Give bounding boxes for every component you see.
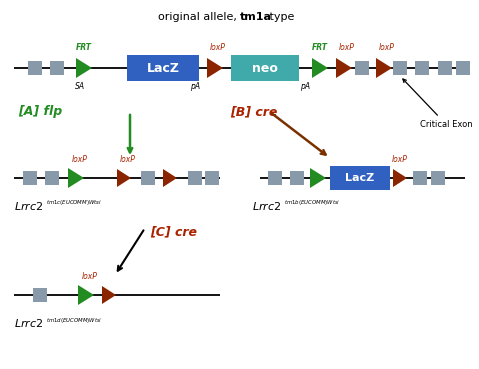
Bar bbox=[127, 55, 199, 81]
Bar bbox=[23, 171, 37, 185]
Polygon shape bbox=[393, 169, 407, 187]
Bar bbox=[231, 55, 299, 81]
Text: [B] cre: [B] cre bbox=[230, 105, 277, 118]
Text: $^{tm1b(EUCOMM)Wtsi}$: $^{tm1b(EUCOMM)Wtsi}$ bbox=[284, 200, 341, 209]
Text: pA: pA bbox=[300, 82, 310, 91]
Text: loxP: loxP bbox=[72, 155, 88, 164]
Text: $^{tm1d(EUCOMM)Wtsi}$: $^{tm1d(EUCOMM)Wtsi}$ bbox=[46, 317, 103, 326]
Bar bbox=[413, 171, 427, 185]
Text: FRT: FRT bbox=[76, 43, 92, 52]
Text: tm1a: tm1a bbox=[240, 12, 272, 22]
Text: $\it{Lrrc2}$: $\it{Lrrc2}$ bbox=[14, 317, 44, 329]
Bar bbox=[141, 171, 155, 185]
Bar bbox=[431, 171, 445, 185]
Text: type: type bbox=[266, 12, 295, 22]
Bar bbox=[45, 171, 59, 185]
Polygon shape bbox=[163, 169, 177, 187]
Bar bbox=[355, 61, 369, 75]
Text: loxP: loxP bbox=[392, 155, 408, 164]
Text: $^{tm1c(EUCOMM)Wtsi}$: $^{tm1c(EUCOMM)Wtsi}$ bbox=[46, 200, 102, 209]
Bar bbox=[330, 166, 390, 190]
Bar bbox=[268, 171, 282, 185]
Bar bbox=[33, 288, 47, 302]
Polygon shape bbox=[76, 58, 92, 78]
Text: LacZ: LacZ bbox=[147, 62, 180, 75]
Bar bbox=[205, 171, 219, 185]
Bar bbox=[456, 61, 470, 75]
Bar bbox=[415, 61, 429, 75]
Bar bbox=[188, 171, 202, 185]
Bar bbox=[28, 61, 42, 75]
Text: original allele,: original allele, bbox=[158, 12, 240, 22]
Polygon shape bbox=[376, 58, 392, 78]
Text: [C] cre: [C] cre bbox=[150, 225, 197, 238]
Polygon shape bbox=[78, 285, 94, 305]
Text: pA: pA bbox=[190, 82, 200, 91]
Polygon shape bbox=[336, 58, 352, 78]
Polygon shape bbox=[207, 58, 223, 78]
Bar bbox=[290, 171, 304, 185]
Bar bbox=[393, 61, 407, 75]
Text: loxP: loxP bbox=[210, 43, 226, 52]
Text: SA: SA bbox=[75, 82, 85, 91]
Text: FRT: FRT bbox=[312, 43, 328, 52]
Text: [A] flp: [A] flp bbox=[18, 105, 62, 118]
Text: loxP: loxP bbox=[82, 272, 98, 281]
Polygon shape bbox=[102, 286, 116, 304]
Text: loxP: loxP bbox=[120, 155, 136, 164]
Bar bbox=[438, 61, 452, 75]
Text: LacZ: LacZ bbox=[345, 173, 375, 183]
Polygon shape bbox=[310, 168, 326, 188]
Polygon shape bbox=[312, 58, 328, 78]
Text: neo: neo bbox=[252, 62, 278, 75]
Text: $\it{Lrrc2}$: $\it{Lrrc2}$ bbox=[252, 200, 282, 212]
Text: Critical Exon: Critical Exon bbox=[403, 79, 473, 129]
Polygon shape bbox=[68, 168, 84, 188]
Text: loxP: loxP bbox=[379, 43, 395, 52]
Bar bbox=[50, 61, 64, 75]
Text: $\it{Lrrc2}$: $\it{Lrrc2}$ bbox=[14, 200, 44, 212]
Text: loxP: loxP bbox=[339, 43, 355, 52]
Polygon shape bbox=[117, 169, 131, 187]
